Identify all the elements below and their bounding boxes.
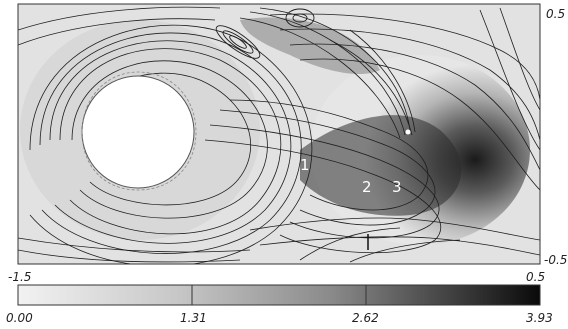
colorbar-label-3: 3.93 xyxy=(526,311,553,325)
x-min-label: -1.5 xyxy=(8,270,31,284)
flow-field: 1 2 3 xyxy=(18,4,540,264)
upper-vortex xyxy=(215,8,315,59)
cylinder xyxy=(81,75,195,189)
colorbar-label-1: 1.31 xyxy=(180,311,207,325)
marker-1: 1 xyxy=(300,156,310,174)
marker-2: 2 xyxy=(362,178,372,196)
y-max-label: 0.5 xyxy=(546,7,565,21)
marker-3: 3 xyxy=(392,178,402,196)
colorbar-label-2: 2.62 xyxy=(352,311,379,325)
plot-frame xyxy=(17,3,541,265)
y-min-label: -0.5 xyxy=(544,253,567,267)
colorbar-label-0: 0.00 xyxy=(6,311,33,325)
colorbar-gradient xyxy=(17,284,541,306)
x-max-label: 0.5 xyxy=(526,270,545,284)
probe-point xyxy=(405,129,411,135)
wake-core xyxy=(300,115,462,216)
colorbar: 0.00 1.31 2.62 3.93 xyxy=(6,284,553,325)
